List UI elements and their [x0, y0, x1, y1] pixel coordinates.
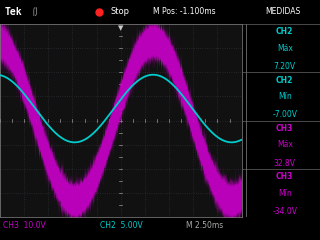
Text: 32.8V: 32.8V: [274, 159, 296, 168]
Text: -34.0V: -34.0V: [272, 207, 297, 216]
Text: CH3: CH3: [276, 172, 293, 181]
Text: Stop: Stop: [110, 7, 129, 16]
Text: -7.00V: -7.00V: [272, 110, 297, 119]
Text: ⌠⌡: ⌠⌡: [32, 7, 39, 16]
Text: CH2  5.00V: CH2 5.00V: [100, 221, 143, 230]
Text: Tek: Tek: [5, 6, 22, 17]
Text: 7.20V: 7.20V: [274, 62, 296, 71]
Text: ▼: ▼: [118, 25, 124, 31]
Text: Mín: Mín: [278, 189, 292, 198]
Text: Máx: Máx: [277, 140, 293, 149]
Text: CH3: CH3: [276, 124, 293, 133]
Text: CH2: CH2: [276, 76, 293, 84]
Text: CH2: CH2: [276, 27, 293, 36]
Text: Máx: Máx: [277, 44, 293, 53]
Text: CH3  10.0V: CH3 10.0V: [3, 221, 46, 230]
Text: MEDIDAS: MEDIDAS: [266, 7, 301, 16]
Text: M 2.50ms: M 2.50ms: [186, 221, 223, 230]
Text: Mín: Mín: [278, 92, 292, 101]
Text: M Pos: -1.100ms: M Pos: -1.100ms: [153, 7, 215, 16]
